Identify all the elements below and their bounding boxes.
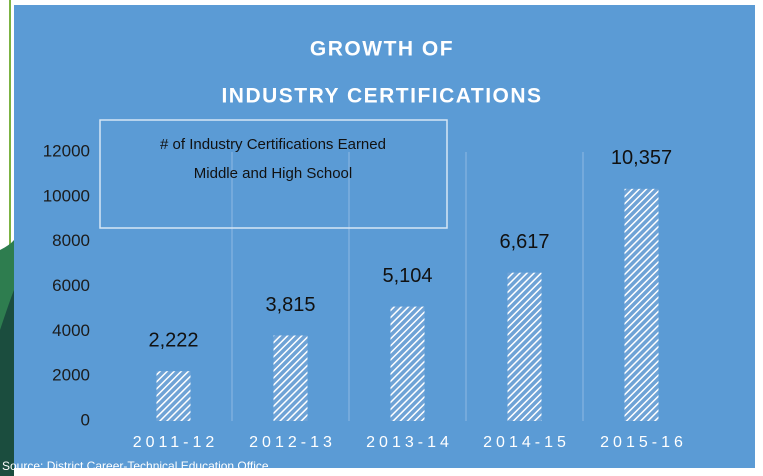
x-tick-label: 2013-14 (366, 434, 453, 451)
chart-title: GROWTH OF (310, 38, 454, 61)
y-tick-label: 6000 (52, 276, 90, 295)
y-tick-label: 4000 (52, 321, 90, 340)
legend-label: # of Industry Certifications Earned (160, 136, 386, 153)
x-tick-label: 2015-16 (600, 434, 687, 451)
y-tick-label: 2000 (52, 366, 90, 385)
bar (390, 306, 425, 421)
chart-title: INDUSTRY CERTIFICATIONS (221, 85, 542, 108)
bar (507, 272, 542, 421)
left-decoration (0, 290, 14, 476)
bar (624, 188, 659, 421)
data-label: 2,222 (148, 329, 198, 351)
data-label: 5,104 (382, 265, 432, 287)
legend-box (99, 119, 448, 229)
data-label: 10,357 (611, 147, 672, 169)
data-label: 3,815 (265, 294, 315, 316)
x-tick-label: 2012-13 (249, 434, 336, 451)
y-tick-label: 0 (81, 410, 90, 429)
y-tick-label: 10000 (43, 186, 90, 205)
x-tick-label: 2014-15 (483, 434, 570, 451)
source-note: Source: District Career-Technical Educat… (2, 459, 272, 473)
y-tick-label: 8000 (52, 231, 90, 250)
y-tick-label: 12000 (43, 141, 90, 160)
legend-label: Middle and High School (194, 165, 352, 182)
bar (273, 335, 308, 421)
data-label: 6,617 (499, 231, 549, 253)
x-tick-label: 2011-12 (133, 434, 219, 451)
bar (156, 371, 191, 421)
